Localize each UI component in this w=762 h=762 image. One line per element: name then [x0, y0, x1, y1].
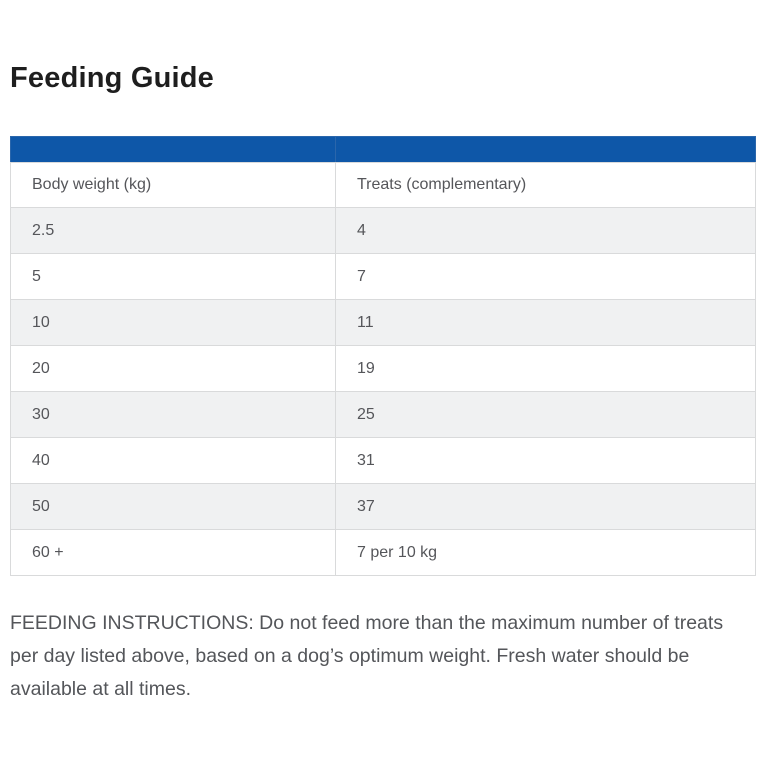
table-row: 10 11 [10, 299, 756, 346]
treats-cell: 11 [335, 299, 756, 346]
body-weight-cell: 2.5 [10, 207, 336, 254]
table-row: 2.5 4 [10, 207, 756, 254]
feeding-guide-table: Body weight (kg) Treats (complementary) … [10, 136, 756, 576]
table-row: 30 25 [10, 391, 756, 438]
table-row: 60 + 7 per 10 kg [10, 529, 756, 576]
page-title: Feeding Guide [10, 62, 214, 94]
body-weight-cell: 60 + [10, 529, 336, 576]
body-weight-cell: 5 [10, 253, 336, 300]
feeding-instructions-text: FEEDING INSTRUCTIONS: Do not feed more t… [10, 612, 724, 700]
body-weight-cell: 10 [10, 299, 336, 346]
body-weight-cell: 20 [10, 345, 336, 392]
body-weight-cell: 50 [10, 483, 336, 530]
treats-cell: 7 per 10 kg [335, 529, 756, 576]
table-row: 5 7 [10, 253, 756, 300]
column-header-treats: Treats (complementary) [335, 162, 756, 208]
table-accent-bar [10, 136, 756, 163]
treats-cell: 7 [335, 253, 756, 300]
accent-bar-cell [10, 136, 336, 163]
table-row: 50 37 [10, 483, 756, 530]
accent-bar-cell [335, 136, 756, 163]
treats-cell: 4 [335, 207, 756, 254]
body-weight-cell: 40 [10, 437, 336, 484]
table-row: 20 19 [10, 345, 756, 392]
column-header-body-weight: Body weight (kg) [10, 162, 336, 208]
treats-cell: 19 [335, 345, 756, 392]
treats-cell: 31 [335, 437, 756, 484]
treats-cell: 37 [335, 483, 756, 530]
table-header-row: Body weight (kg) Treats (complementary) [10, 162, 756, 208]
table-row: 40 31 [10, 437, 756, 484]
treats-cell: 25 [335, 391, 756, 438]
body-weight-cell: 30 [10, 391, 336, 438]
